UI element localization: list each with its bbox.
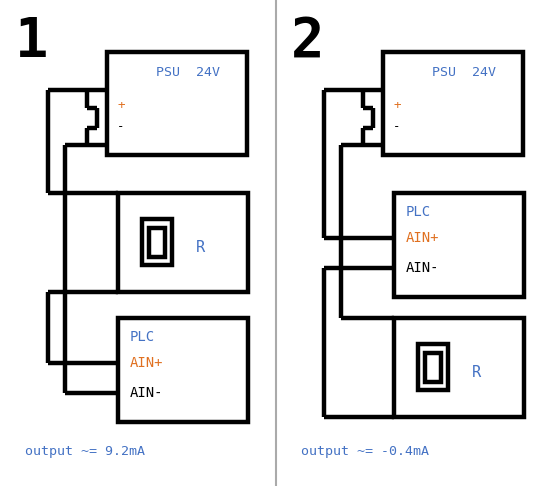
Bar — [424, 353, 441, 382]
Text: PSU  24V: PSU 24V — [156, 66, 220, 79]
Text: AIN-: AIN- — [130, 386, 163, 400]
Text: 2: 2 — [291, 15, 325, 68]
Text: output ~= -0.4mA: output ~= -0.4mA — [301, 445, 429, 458]
Text: PLC: PLC — [130, 330, 155, 344]
Text: AIN-: AIN- — [406, 261, 439, 275]
Text: -: - — [117, 120, 125, 133]
Text: AIN+: AIN+ — [130, 356, 163, 370]
Bar — [148, 228, 165, 257]
Text: AIN+: AIN+ — [406, 231, 439, 245]
Bar — [394, 318, 524, 417]
Bar — [383, 52, 523, 155]
Text: +: + — [117, 99, 125, 112]
Text: +: + — [393, 99, 401, 112]
Text: R: R — [196, 240, 205, 255]
Text: PSU  24V: PSU 24V — [432, 66, 496, 79]
Text: PLC: PLC — [406, 205, 431, 219]
Text: R: R — [472, 365, 481, 380]
Text: 1: 1 — [15, 15, 49, 68]
Bar — [118, 318, 248, 422]
Text: output ~= 9.2mA: output ~= 9.2mA — [25, 445, 145, 458]
Text: -: - — [393, 120, 401, 133]
Bar — [107, 52, 247, 155]
Bar — [142, 220, 172, 265]
Bar — [418, 345, 448, 390]
Bar — [118, 193, 248, 292]
Bar — [394, 193, 524, 297]
